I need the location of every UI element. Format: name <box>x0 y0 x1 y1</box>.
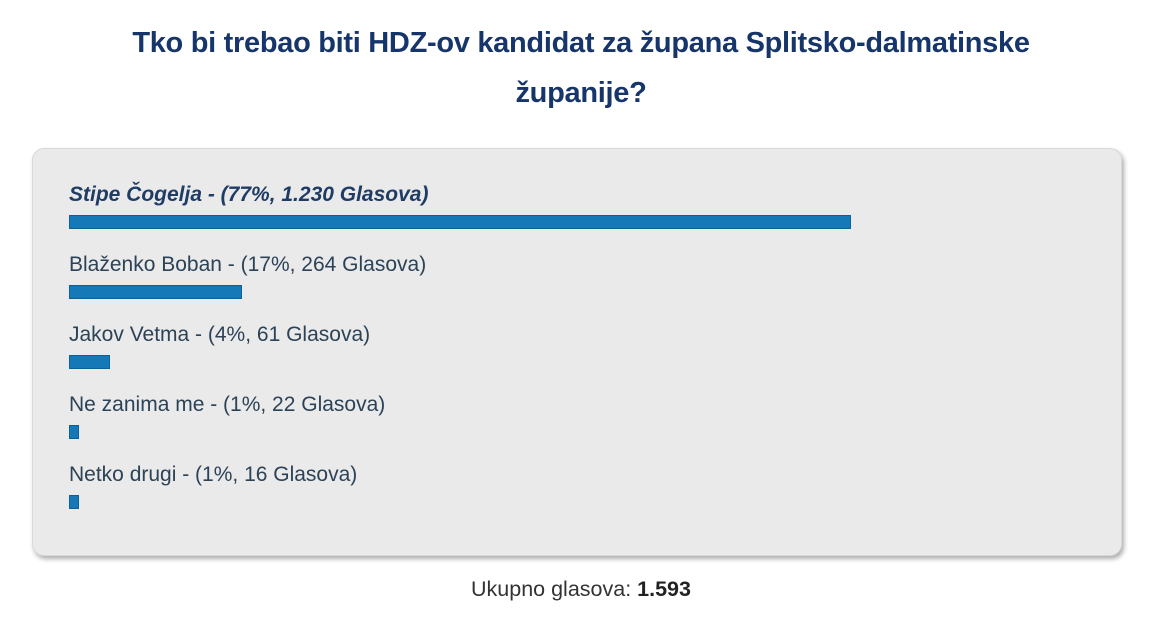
poll-option-label: Stipe Čogelja - (77%, 1.230 Glasova) <box>69 183 429 206</box>
poll-results-panel: Stipe Čogelja - (77%, 1.230 Glasova) Bla… <box>32 148 1122 556</box>
poll-option-bar-track <box>69 425 1085 439</box>
poll-option-row: Blaženko Boban - (17%, 264 Glasova) <box>69 251 1085 299</box>
poll-widget: Tko bi trebao biti HDZ-ov kandidat za žu… <box>0 18 1162 618</box>
poll-total: Ukupno glasova: 1.593 <box>0 577 1162 602</box>
poll-total-value: 1.593 <box>637 577 691 601</box>
poll-option-bar-track <box>69 285 1085 299</box>
poll-option-row: Netko drugi - (1%, 16 Glasova) <box>69 461 1085 509</box>
poll-option-label: Blaženko Boban - (17%, 264 Glasova) <box>69 253 427 276</box>
poll-option-label: Netko drugi - (1%, 16 Glasova) <box>69 463 358 486</box>
poll-option-bar-track <box>69 355 1085 369</box>
poll-option-bar <box>69 355 110 369</box>
poll-option-row: Jakov Vetma - (4%, 61 Glasova) <box>69 321 1085 369</box>
poll-question: Tko bi trebao biti HDZ-ov kandidat za žu… <box>132 27 1030 109</box>
poll-option-bar <box>69 285 242 299</box>
poll-option-label: Ne zanima me - (1%, 22 Glasova) <box>69 393 386 416</box>
poll-option-bar <box>69 495 80 509</box>
poll-option-row: Stipe Čogelja - (77%, 1.230 Glasova) <box>69 181 1085 229</box>
poll-option-row: Ne zanima me - (1%, 22 Glasova) <box>69 391 1085 439</box>
poll-options-list: Stipe Čogelja - (77%, 1.230 Glasova) Bla… <box>69 181 1085 509</box>
poll-option-bar <box>69 215 852 229</box>
poll-option-bar <box>69 425 80 439</box>
poll-option-label: Jakov Vetma - (4%, 61 Glasova) <box>69 323 371 346</box>
poll-total-label: Ukupno glasova: <box>471 577 632 601</box>
poll-option-bar-track <box>69 495 1085 509</box>
poll-option-bar-track <box>69 215 1085 229</box>
